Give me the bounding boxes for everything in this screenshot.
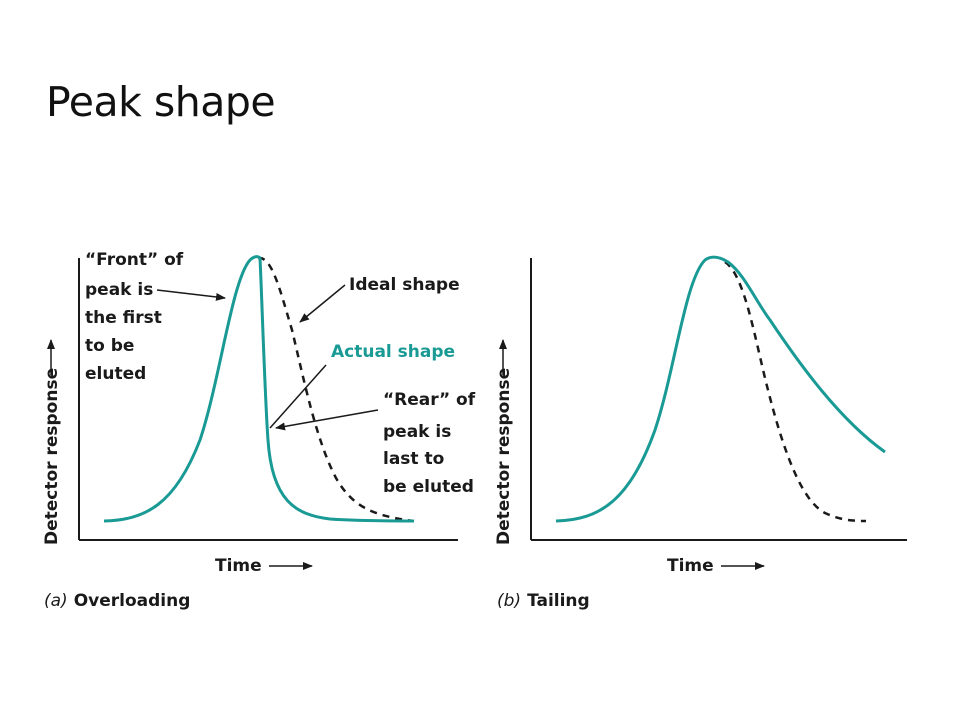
rear-note-line-2: peak is bbox=[383, 422, 451, 442]
panel-a-caption: (a) Overloading bbox=[44, 591, 190, 611]
ideal-shape-label: Ideal shape bbox=[349, 275, 460, 295]
panel-a-rear-note: “Rear” of peak is last to be eluted bbox=[383, 390, 476, 497]
panel-a-caption-text: Overloading bbox=[74, 591, 191, 611]
panel-a-xlabel: Time bbox=[215, 556, 262, 576]
panel-b-caption: (b) Tailing bbox=[497, 591, 590, 611]
panel-b-ideal-curve bbox=[724, 260, 867, 523]
panel-a-ylabel: Detector response bbox=[42, 368, 62, 545]
page-title: Peak shape bbox=[46, 78, 276, 126]
front-note-line-4: to be bbox=[85, 336, 134, 356]
panel-a-actual-curve bbox=[103, 255, 415, 523]
actual-shape-pointer bbox=[269, 364, 327, 429]
panel-b-actual-curve bbox=[555, 255, 886, 523]
rear-note-line-3: last to bbox=[383, 449, 444, 469]
panel-b-caption-letter: (b) bbox=[497, 591, 521, 611]
rear-note-line-4: be eluted bbox=[383, 477, 474, 497]
front-note-line-5: eluted bbox=[85, 364, 146, 384]
panel-a-overloading: Detector response Time “Front” of peak i… bbox=[42, 250, 476, 611]
panel-a-front-note: “Front” of peak is the first to be elute… bbox=[85, 250, 184, 384]
front-note-line-3: the first bbox=[85, 308, 162, 328]
front-note-arrow bbox=[156, 289, 226, 301]
panel-b-caption-text: Tailing bbox=[527, 591, 590, 611]
panel-b-ylabel-group: Detector response bbox=[494, 339, 514, 545]
front-note-line-2: peak is bbox=[85, 280, 153, 300]
panel-a-ideal-curve bbox=[257, 256, 415, 523]
rear-note-arrow bbox=[275, 409, 379, 431]
panel-b-ylabel: Detector response bbox=[494, 368, 514, 545]
panel-b-xlabel: Time bbox=[667, 556, 714, 576]
panel-b-tailing: Detector response Time (b) Tailing bbox=[494, 255, 907, 611]
ideal-shape-arrow bbox=[299, 284, 346, 323]
front-note-line-1: “Front” of bbox=[85, 250, 184, 270]
actual-shape-label: Actual shape bbox=[331, 342, 455, 362]
rear-note-line-1: “Rear” of bbox=[383, 390, 476, 410]
panel-a-caption-letter: (a) bbox=[44, 591, 68, 611]
panel-a-ylabel-group: Detector response bbox=[42, 339, 62, 545]
